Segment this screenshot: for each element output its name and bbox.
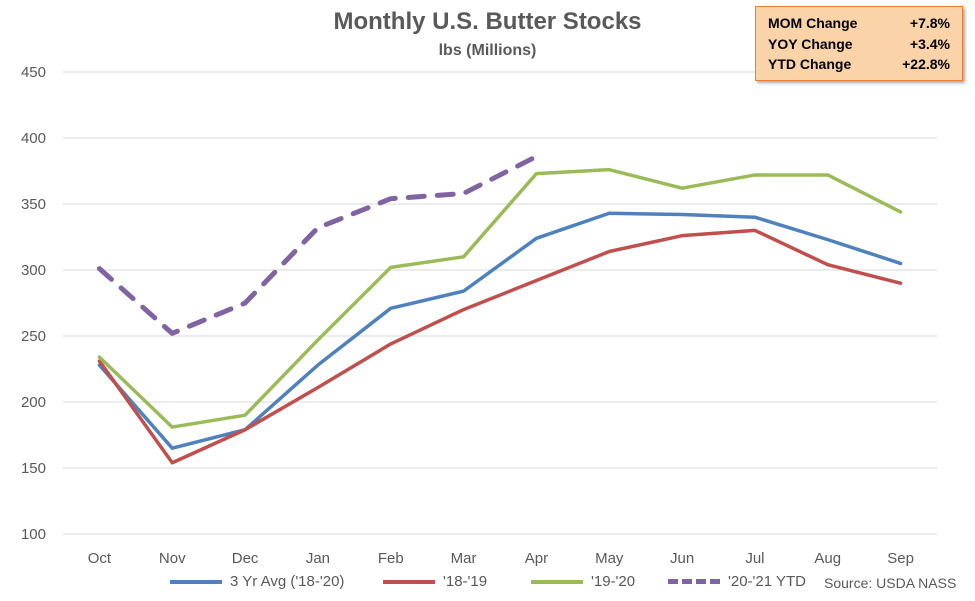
x-tick-label: Apr <box>525 550 548 567</box>
stats-label: MOM Change <box>768 15 858 31</box>
x-tick-label: Sep <box>887 550 914 567</box>
legend-item-18-19: '18-'19 <box>383 573 487 590</box>
legend-swatch <box>668 579 720 584</box>
stats-value: +22.8% <box>902 56 950 72</box>
chart-title: Monthly U.S. Butter Stocks <box>333 8 642 35</box>
stats-row-yoy: YOY Change +3.4% <box>768 34 950 55</box>
x-tick-label: Aug <box>814 550 841 567</box>
stats-row-mom: MOM Change +7.8% <box>768 13 950 34</box>
legend-label: '19-'20 <box>591 573 636 590</box>
y-tick-label: 100 <box>21 526 46 543</box>
x-tick-label: Mar <box>451 550 477 567</box>
series-line-1 <box>97 228 903 465</box>
legend-swatch <box>531 579 583 584</box>
legend-item-20-21-ytd: '20-'21 YTD <box>668 573 806 590</box>
y-tick-label: 250 <box>21 328 46 345</box>
y-tick-label: 150 <box>21 460 46 477</box>
legend-swatch <box>170 579 222 584</box>
x-tick-label: Dec <box>232 550 259 567</box>
legend-item-3yr-avg: 3 Yr Avg ('18-'20) <box>170 573 344 590</box>
y-axis-ticks: 100 150 200 250 300 350 400 450 <box>21 64 46 543</box>
legend-label: '20-'21 YTD <box>728 573 806 590</box>
source-note: Source: USDA NASS <box>824 575 957 591</box>
x-tick-label: Oct <box>88 550 112 567</box>
y-tick-label: 200 <box>21 394 46 411</box>
y-tick-label: 300 <box>21 262 46 279</box>
stats-box: MOM Change +7.8% YOY Change +3.4% YTD Ch… <box>755 6 963 81</box>
series-line-2 <box>97 167 903 429</box>
stats-label: YTD Change <box>768 56 852 72</box>
y-tick-label: 350 <box>21 196 46 213</box>
legend-item-19-20: '19-'20 <box>531 573 635 590</box>
y-tick-label: 450 <box>21 64 46 81</box>
stats-row-ytd: YTD Change +22.8% <box>768 54 950 75</box>
legend: 3 Yr Avg ('18-'20) '18-'19 '19-'20 '20-'… <box>0 573 975 595</box>
x-tick-label: Jan <box>306 550 330 567</box>
x-tick-label: Jun <box>670 550 694 567</box>
stats-value: +3.4% <box>909 35 950 52</box>
legend-swatch <box>383 579 435 584</box>
legend-label: '18-'19 <box>443 573 488 590</box>
x-tick-label: Nov <box>159 550 186 567</box>
stats-value: +7.8% <box>909 15 950 31</box>
series-line-3 <box>96 153 539 336</box>
series-lines <box>96 153 903 465</box>
gridlines <box>63 71 937 535</box>
chart-subtitle: lbs (Millions) <box>438 42 537 59</box>
series-line-0 <box>97 211 903 450</box>
x-axis-ticks: Oct Nov Dec Jan Feb Mar Apr May Jun Jul Aug Sep <box>88 550 914 567</box>
x-tick-label: Feb <box>378 550 404 567</box>
legend-label: 3 Yr Avg ('18-'20) <box>230 573 345 590</box>
x-tick-label: May <box>595 550 624 567</box>
x-tick-label: Jul <box>745 550 764 567</box>
y-tick-label: 400 <box>21 130 46 147</box>
stats-label: YOY Change <box>768 35 853 52</box>
